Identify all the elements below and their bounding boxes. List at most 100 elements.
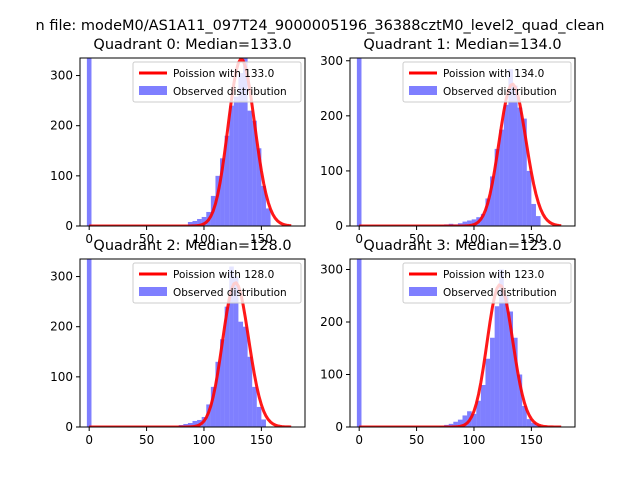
histogram-bar-zero — [86, 259, 92, 427]
histogram-bar — [462, 415, 468, 427]
histogram-bar — [238, 321, 244, 427]
axes-frame — [79, 57, 306, 227]
histogram-bar — [192, 420, 198, 427]
histogram-bar — [494, 148, 500, 226]
x-tick-label: 150 — [520, 232, 543, 246]
histogram-bar — [522, 118, 527, 226]
histogram-bar — [457, 419, 463, 427]
y-tick-label: 0 — [335, 420, 343, 434]
y-tick-label: 100 — [320, 164, 343, 178]
histogram-bar — [229, 266, 234, 427]
histogram-bar — [453, 421, 458, 427]
axes-frame — [349, 57, 576, 227]
histogram-bar — [187, 221, 193, 226]
histogram-bar — [448, 423, 454, 427]
histogram-bar — [215, 361, 221, 427]
histogram-bar — [265, 208, 271, 226]
histogram-bar — [256, 406, 262, 427]
y-tick-label: 100 — [50, 169, 73, 183]
legend-box — [132, 262, 302, 304]
histogram-bar — [513, 85, 518, 226]
histogram-bar — [247, 356, 253, 427]
histogram-bar — [513, 337, 518, 427]
legend-observed-label: Observed distribution — [443, 287, 557, 299]
histogram-bar — [215, 175, 221, 226]
legend-box — [132, 61, 302, 103]
histogram-bar — [508, 311, 514, 427]
histogram-bar — [522, 406, 527, 427]
x-tick-label: 50 — [139, 433, 154, 447]
subplot-title: Quadrant 0: Median=133.0 — [93, 37, 291, 53]
histogram-bar — [467, 220, 472, 226]
legend-poisson-label: Poission with 123.0 — [443, 269, 544, 281]
histogram-bar — [480, 385, 486, 427]
plot-area — [356, 259, 562, 427]
histogram-bar — [531, 203, 536, 226]
figure-suptitle: n file: modeM0/AS1A11_097T24_9000005196_… — [36, 18, 605, 34]
histogram-bar — [252, 386, 257, 427]
legend-box — [402, 61, 572, 103]
x-tick-label: 150 — [250, 232, 273, 246]
subplot-quadrant-2: 0 50 100 150 0 100 200 300 Quadrant 2: Median=12… — [50, 238, 306, 447]
subplot-quadrant-0: 0 50 100 150 0 100 200 300 Quadrant 0: Median=13… — [50, 37, 306, 246]
y-tick-label: 200 — [50, 320, 73, 334]
histogram-bar — [233, 96, 239, 226]
legend: Poission with 128.0 Observed distribution — [132, 262, 302, 304]
histogram-bar — [503, 295, 509, 427]
histogram-bar — [499, 269, 504, 427]
histogram-bar — [238, 73, 244, 226]
x-tick-label: 100 — [193, 433, 216, 447]
histogram-bar — [471, 413, 477, 427]
x-tick-label: 0 — [85, 232, 93, 246]
legend: Poission with 134.0 Observed distribution — [402, 61, 572, 103]
histogram-bar — [210, 386, 216, 427]
x-tick-label: 50 — [409, 232, 424, 246]
histogram-bar — [494, 306, 500, 427]
axes-frame — [79, 258, 306, 428]
histogram-bar — [526, 419, 532, 427]
histogram-bar — [256, 148, 262, 226]
legend-observed-swatch — [409, 86, 437, 95]
y-tick-label: 0 — [65, 219, 73, 233]
histogram-bar — [490, 176, 495, 226]
histogram-bar — [503, 104, 509, 226]
y-tick-label: 300 — [50, 69, 73, 83]
x-tick-label: 0 — [355, 433, 363, 447]
x-tick-label: 0 — [355, 232, 363, 246]
histogram-bar — [224, 135, 230, 226]
histogram-bar — [197, 218, 202, 226]
histogram-bar — [252, 120, 257, 226]
histogram-bar — [224, 306, 230, 427]
histogram-bar-zero — [356, 58, 362, 226]
histogram-bar — [526, 170, 532, 226]
histogram-bar — [220, 158, 225, 226]
y-tick-label: 300 — [50, 270, 73, 284]
legend: Poission with 133.0 Observed distribution — [132, 61, 302, 103]
histogram-bar — [220, 339, 225, 427]
x-tick-label: 100 — [193, 232, 216, 246]
histogram-bar — [462, 221, 468, 226]
legend-observed-label: Observed distribution — [173, 86, 287, 98]
histogram-bar — [508, 69, 514, 226]
x-tick-label: 150 — [250, 433, 273, 447]
histogram-bar — [201, 216, 207, 226]
y-tick-label: 100 — [50, 370, 73, 384]
plot-area — [356, 58, 562, 226]
y-tick-label: 200 — [320, 109, 343, 123]
y-tick-label: 0 — [65, 420, 73, 434]
y-tick-label: 100 — [320, 368, 343, 382]
histogram-bar — [490, 337, 495, 427]
histogram-bar — [247, 110, 253, 226]
y-tick-label: 0 — [335, 219, 343, 233]
subplot-quadrant-3: 0 50 100 150 0 100 200 300 Quadrant 3: Median=12… — [320, 238, 576, 447]
histogram-bar — [229, 105, 234, 226]
x-tick-label: 100 — [463, 433, 486, 447]
histogram-bar — [535, 216, 541, 226]
legend: Poission with 123.0 Observed distribution — [402, 262, 572, 304]
axes-frame — [349, 258, 576, 428]
histogram-bar — [471, 219, 477, 226]
histogram-bar — [517, 374, 523, 427]
legend-poisson-label: Poission with 128.0 — [173, 269, 274, 281]
histogram-bar — [480, 213, 486, 226]
